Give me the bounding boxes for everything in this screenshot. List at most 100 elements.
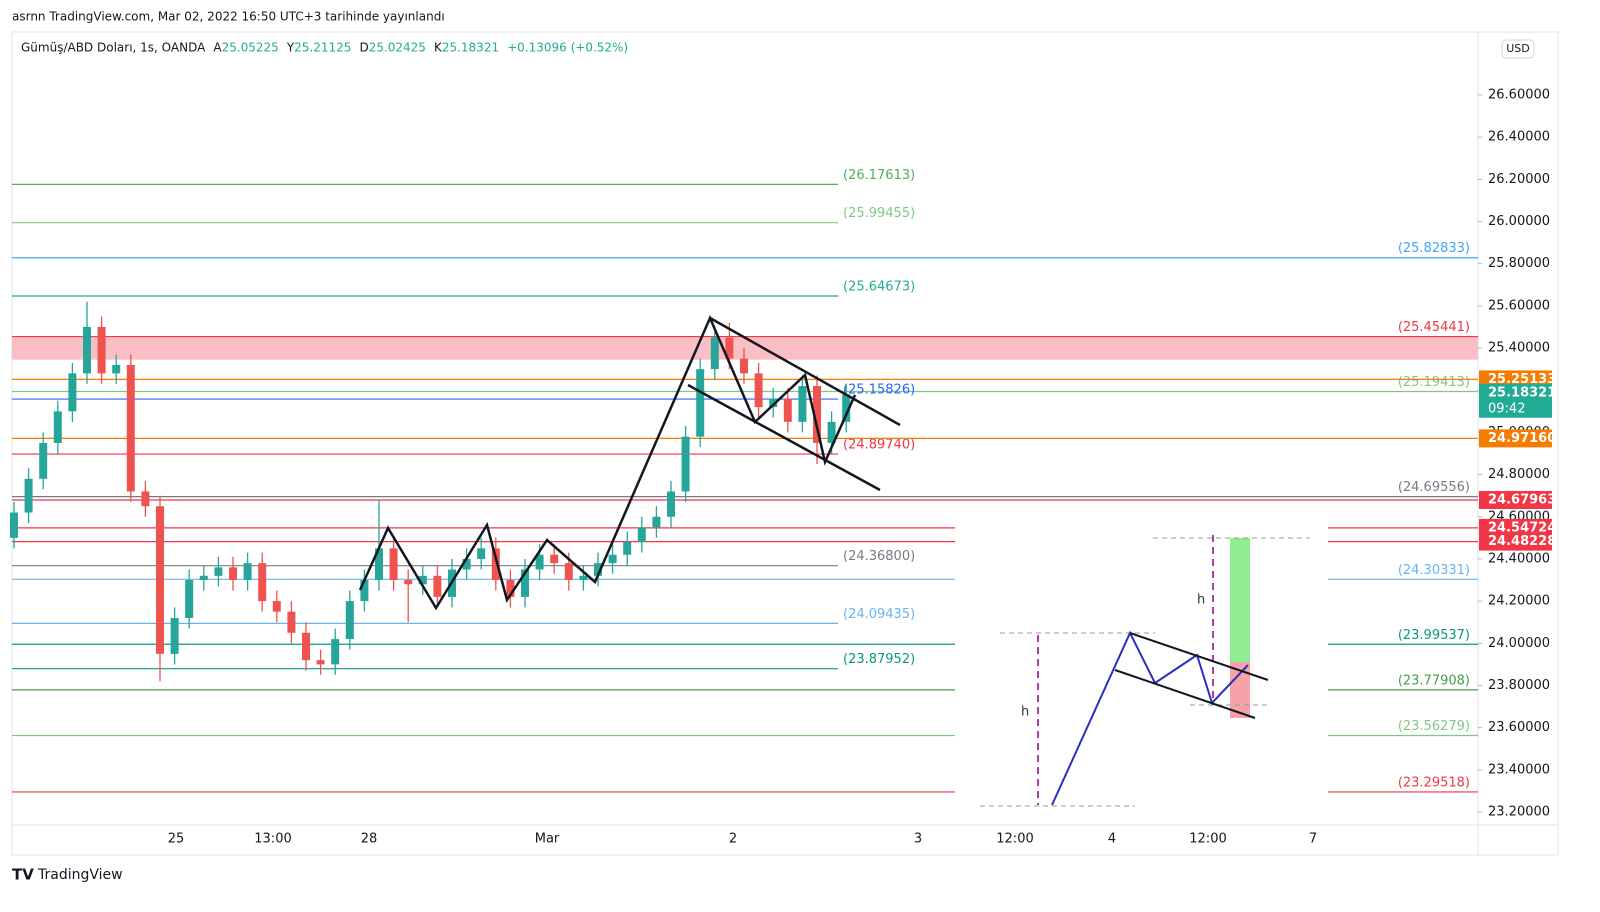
zigzag bbox=[358, 314, 857, 611]
price-tag-label: 24.54724 bbox=[1488, 520, 1556, 535]
y-tick-label: 24.40000 bbox=[1488, 551, 1550, 566]
h-label: h bbox=[1021, 705, 1029, 720]
level-label: (25.64673) bbox=[843, 280, 915, 295]
y-tick-label: 26.00000 bbox=[1488, 214, 1550, 229]
candle-body bbox=[564, 563, 573, 581]
symbol: Gümüş/ABD Doları, 1s, OANDA bbox=[21, 41, 206, 55]
legend-key: Y bbox=[286, 41, 295, 55]
candle-body bbox=[681, 436, 690, 492]
footer: TradingView bbox=[37, 867, 123, 883]
y-tick-label: 23.60000 bbox=[1488, 720, 1550, 735]
candle-body bbox=[798, 386, 807, 422]
last-price: 25.18321 bbox=[1488, 385, 1556, 400]
candle-body bbox=[214, 567, 223, 576]
y-tick-label: 26.40000 bbox=[1488, 130, 1550, 145]
stop-box bbox=[1230, 662, 1250, 718]
level-label: (26.17613) bbox=[843, 168, 915, 183]
header: asrnn TradingView.com, Mar 02, 2022 16:5… bbox=[12, 10, 445, 24]
y-tick-label: 25.80000 bbox=[1488, 256, 1550, 271]
flag-path bbox=[1051, 630, 1249, 806]
last-price-tag bbox=[1479, 383, 1552, 418]
resistance-zone bbox=[12, 336, 1478, 360]
candle-body bbox=[112, 364, 121, 374]
candle-body bbox=[462, 558, 471, 570]
candle-body bbox=[418, 575, 427, 585]
x-tick-label: 3 bbox=[914, 832, 922, 847]
countdown: 09:42 bbox=[1488, 401, 1525, 416]
candle-body bbox=[637, 527, 646, 543]
candle-body bbox=[272, 601, 281, 612]
candle-body bbox=[521, 569, 529, 597]
candle-body bbox=[477, 548, 486, 559]
level-label: (23.99537) bbox=[1398, 628, 1470, 643]
x-tick-label: Mar bbox=[535, 832, 560, 847]
candle-body bbox=[491, 548, 500, 581]
candle-body bbox=[594, 563, 602, 576]
level-label: (24.69556) bbox=[1398, 480, 1470, 495]
legend-value: 25.02425 bbox=[369, 41, 426, 55]
frame bbox=[11, 31, 1559, 856]
candle-body bbox=[667, 491, 675, 517]
legend-key: A bbox=[213, 41, 222, 55]
candle-body bbox=[842, 394, 851, 422]
level-label: (23.29518) bbox=[1398, 775, 1470, 790]
candle-body bbox=[53, 411, 62, 443]
price-tag-label: 24.67963 bbox=[1488, 492, 1556, 507]
candle-body bbox=[331, 639, 340, 665]
y-tick-label: 24.80000 bbox=[1488, 467, 1550, 482]
candle-body bbox=[506, 580, 515, 597]
level-label: (24.36800) bbox=[843, 549, 915, 564]
level-label: (24.09435) bbox=[843, 607, 915, 622]
candle-body bbox=[433, 575, 442, 597]
candle-body bbox=[68, 373, 77, 412]
level-label: (23.56279) bbox=[1398, 719, 1470, 734]
legend-key: K bbox=[434, 41, 443, 55]
price-tag-label: 24.48228 bbox=[1488, 534, 1556, 549]
candle-body bbox=[404, 580, 413, 585]
level-label: (25.19413) bbox=[1398, 375, 1470, 390]
candle-body bbox=[783, 398, 792, 422]
candle-body bbox=[813, 386, 821, 443]
candle-body bbox=[754, 373, 763, 408]
x-tick-label: 28 bbox=[361, 832, 378, 847]
legend-value: 25.05225 bbox=[222, 41, 279, 55]
candle-body bbox=[287, 611, 296, 633]
channel-top bbox=[709, 316, 901, 427]
candle-body bbox=[126, 364, 135, 492]
candle-body bbox=[97, 326, 106, 374]
price-tag bbox=[1479, 518, 1552, 537]
x-tick-label: 7 bbox=[1309, 832, 1317, 847]
price-tag bbox=[1479, 429, 1552, 448]
candle-body bbox=[623, 542, 632, 555]
legend-value: 25.18321 bbox=[442, 41, 499, 55]
candle-body bbox=[769, 398, 778, 408]
candle-body bbox=[24, 478, 33, 513]
candle-body bbox=[170, 617, 179, 654]
target-box bbox=[1230, 538, 1250, 662]
level-label: (23.77908) bbox=[1398, 673, 1470, 688]
candle-body bbox=[375, 548, 383, 581]
candle-body bbox=[141, 491, 150, 507]
candle-body bbox=[550, 554, 559, 564]
x-tick-label: 13:00 bbox=[254, 832, 291, 847]
candle-body bbox=[652, 516, 661, 528]
x-tick-label: 2 bbox=[729, 832, 737, 847]
y-tick-label: 24.00000 bbox=[1488, 636, 1550, 651]
candle-body bbox=[535, 554, 544, 570]
candle-body bbox=[243, 563, 252, 581]
x-tick-label: 12:00 bbox=[1189, 832, 1226, 847]
candle-body bbox=[258, 563, 267, 602]
logo-mark: TV bbox=[12, 866, 34, 884]
level-label: (25.45441) bbox=[1398, 320, 1470, 335]
legend-change: +0.13096 (+0.52%) bbox=[507, 41, 628, 55]
level-label: (24.30331) bbox=[1398, 563, 1470, 578]
y-tick-label: 23.40000 bbox=[1488, 762, 1550, 777]
price-tag bbox=[1479, 490, 1552, 509]
legend-value: 25.21125 bbox=[294, 41, 351, 55]
y-tick-label: 25.40000 bbox=[1488, 341, 1550, 356]
h-label: h bbox=[1197, 593, 1205, 608]
y-tick-label: 23.80000 bbox=[1488, 678, 1550, 693]
currency-badge bbox=[1501, 39, 1535, 59]
